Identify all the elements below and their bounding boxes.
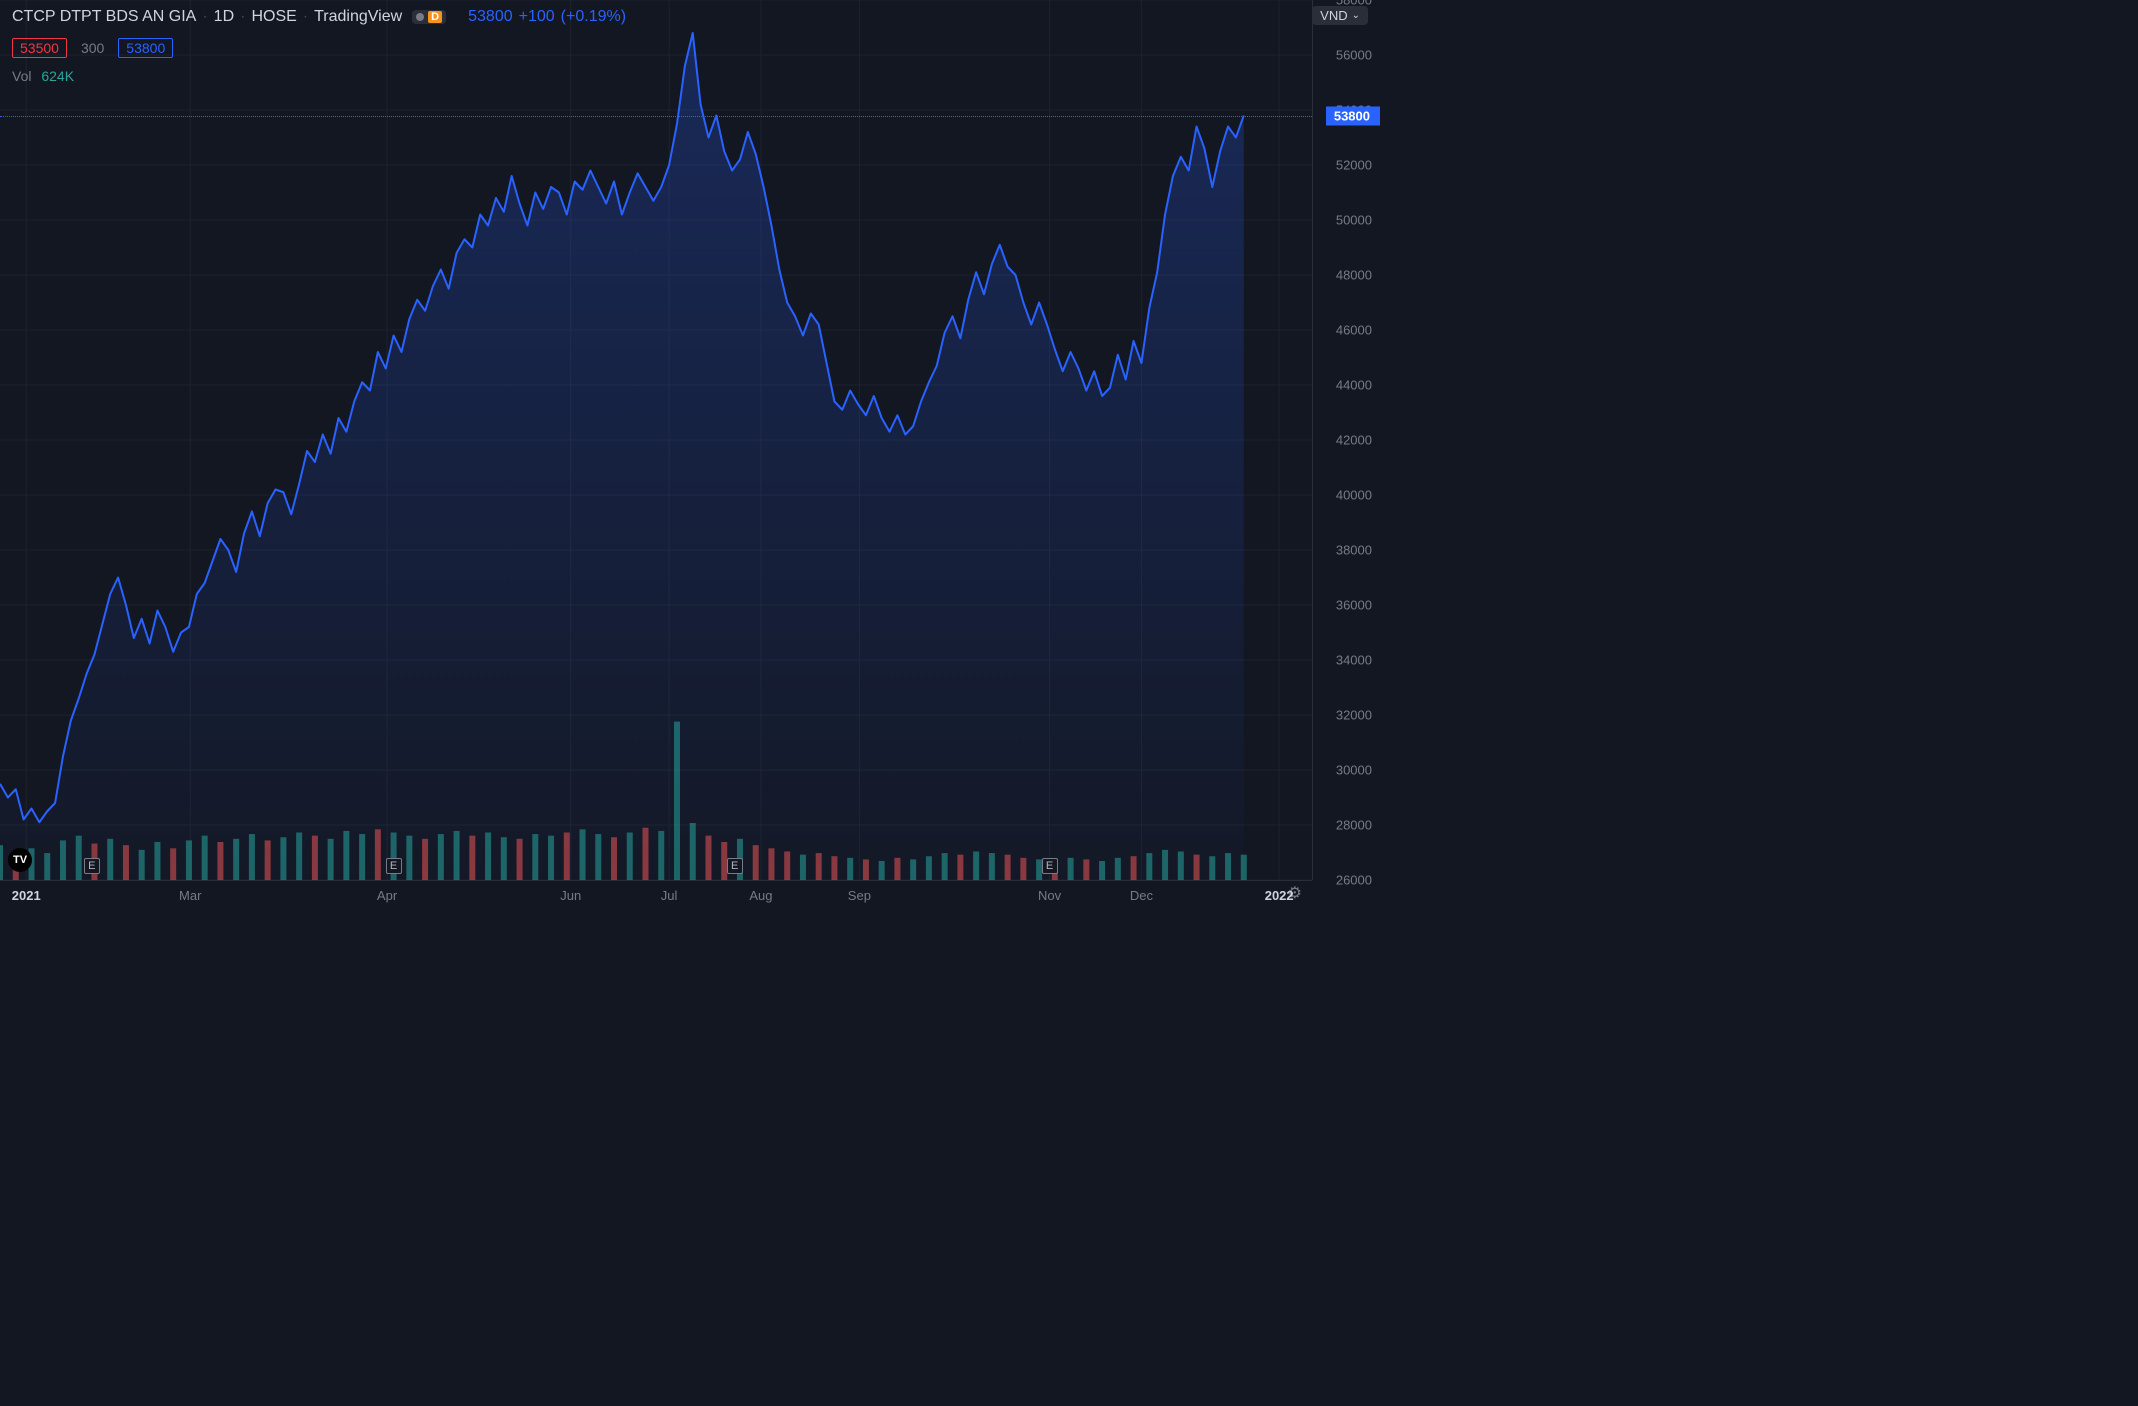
x-axis-tick: Mar: [179, 888, 201, 903]
y-axis-tick: 30000: [1336, 763, 1372, 778]
x-axis-tick: 2021: [12, 888, 41, 903]
y-axis-tick: 32000: [1336, 708, 1372, 723]
y-axis-tick: 50000: [1336, 213, 1372, 228]
volume-legend: Vol 624K: [12, 68, 74, 84]
y-axis-tick: 26000: [1336, 873, 1372, 888]
y-axis-tick: 46000: [1336, 323, 1372, 338]
y-axis-tick: 34000: [1336, 653, 1372, 668]
earnings-marker[interactable]: E: [386, 858, 402, 874]
separator-dot: ·: [202, 8, 207, 26]
currency-selector[interactable]: VND ⌄: [1312, 6, 1368, 25]
spread-value: 300: [77, 38, 108, 58]
x-axis-tick: Nov: [1038, 888, 1061, 903]
x-axis-tick: 2022: [1265, 888, 1294, 903]
bid-ask-legend: 53500 300 53800: [12, 38, 173, 58]
currency-label: VND: [1320, 8, 1347, 23]
brand-label: TradingView: [314, 8, 402, 26]
symbol-name[interactable]: CTCP DTPT BDS AN GIA: [12, 8, 196, 26]
x-axis-tick: Jul: [661, 888, 678, 903]
volume-value: 624K: [41, 68, 74, 84]
y-axis-tick: 48000: [1336, 268, 1372, 283]
bid-box[interactable]: 53500: [12, 38, 67, 58]
status-dot-icon: [416, 13, 424, 21]
y-axis-tick: 28000: [1336, 818, 1372, 833]
earnings-marker[interactable]: E: [1042, 858, 1058, 874]
chevron-down-icon: ⌄: [1352, 10, 1360, 21]
earnings-marker[interactable]: E: [84, 858, 100, 874]
y-axis-tick: 42000: [1336, 433, 1372, 448]
x-axis-tick: Sep: [848, 888, 871, 903]
volume-label: Vol: [12, 68, 31, 84]
y-axis-tick: 52000: [1336, 158, 1372, 173]
x-axis-tick: Apr: [377, 888, 397, 903]
data-status-pill[interactable]: D: [412, 10, 446, 24]
price-change: +100: [519, 8, 555, 26]
y-axis-tick: 38000: [1336, 543, 1372, 558]
chart-header: CTCP DTPT BDS AN GIA · 1D · HOSE · Tradi…: [12, 8, 1368, 26]
separator-dot: ·: [303, 8, 308, 26]
y-axis-tick: 36000: [1336, 598, 1372, 613]
x-axis-tick: Aug: [749, 888, 772, 903]
timeframe-label[interactable]: 1D: [214, 8, 234, 26]
chart-area[interactable]: [0, 0, 1312, 880]
y-axis-tick: 56000: [1336, 48, 1372, 63]
current-price-label[interactable]: 53800: [1326, 106, 1380, 125]
current-price-line: [0, 116, 1312, 117]
price-change-pct: (+0.19%): [561, 8, 626, 26]
x-axis-tick: Dec: [1130, 888, 1153, 903]
x-axis[interactable]: ⚙ 2021MarAprJunJulAugSepNovDec2022: [0, 880, 1312, 908]
tradingview-logo-icon[interactable]: TV: [8, 848, 32, 872]
earnings-marker[interactable]: E: [727, 858, 743, 874]
x-axis-tick: Jun: [560, 888, 581, 903]
y-axis-tick: 40000: [1336, 488, 1372, 503]
ask-box[interactable]: 53800: [118, 38, 173, 58]
separator-dot: ·: [240, 8, 245, 26]
y-axis[interactable]: 2600028000300003200034000360003800040000…: [1312, 0, 1380, 880]
exchange-label: HOSE: [251, 8, 296, 26]
y-axis-tick: 44000: [1336, 378, 1372, 393]
last-price: 53800: [468, 8, 513, 26]
delayed-badge: D: [428, 11, 442, 23]
